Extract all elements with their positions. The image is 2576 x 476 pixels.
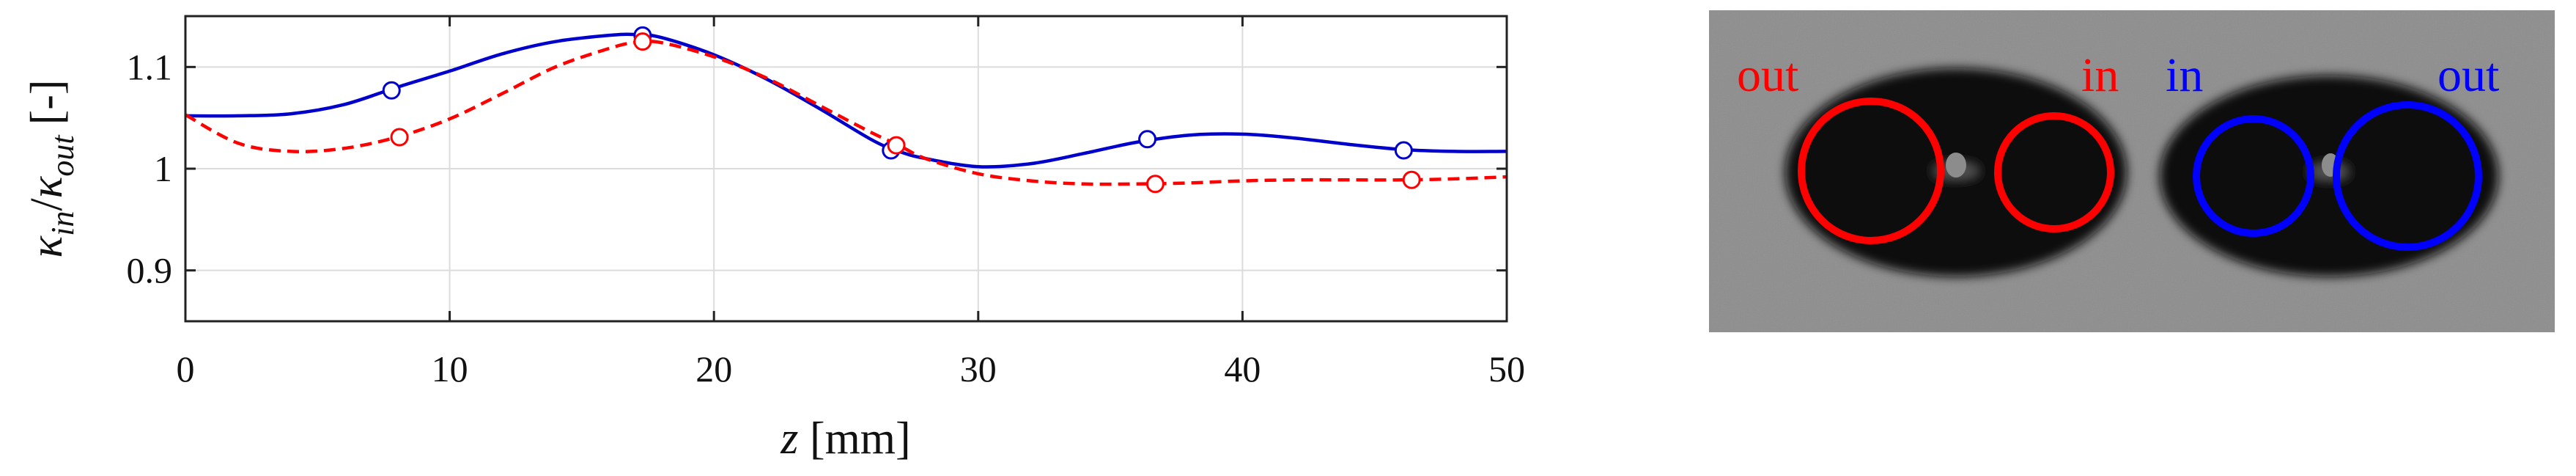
series-1-marker: [1145, 175, 1165, 194]
y-label-slash: /: [22, 198, 72, 211]
blue-out-label: out: [2437, 48, 2499, 102]
series-1-marker: [633, 32, 652, 51]
blue-in-circle: [2193, 115, 2314, 237]
tick-labels: 0 10 20 30 40 50 0.9 1 1.1: [127, 46, 1526, 389]
x-tick-label: 20: [695, 348, 732, 389]
x-tick-label: 30: [960, 348, 997, 389]
grid: [185, 16, 1507, 321]
image-panel: out in in out: [1709, 10, 2555, 332]
y-label-sub-in: in: [45, 211, 81, 236]
left-center-spot: [1946, 153, 1966, 177]
series-0-marker: [1394, 141, 1413, 160]
x-tick-label: 50: [1488, 348, 1525, 389]
red-in-label: in: [2081, 48, 2119, 102]
x-tick-label: 10: [432, 348, 468, 389]
x-tick-label: 0: [177, 348, 195, 389]
series-0-marker: [1138, 130, 1157, 149]
series-1-marker: [887, 136, 906, 155]
y-label-unit: [-]: [22, 79, 72, 125]
y-tick-label: 1.1: [127, 46, 173, 87]
y-tick-label: 0.9: [127, 250, 173, 291]
y-label-sub-out: out: [45, 134, 81, 177]
series-layer: [184, 26, 1507, 194]
x-axis-label-unit: [mm]: [810, 414, 911, 464]
series-1-line: [184, 40, 1507, 186]
red-out-label: out: [1737, 48, 1798, 102]
y-tick-label: 1: [154, 148, 172, 189]
red-in-circle: [1994, 112, 2114, 232]
blue-out-circle: [2333, 101, 2482, 251]
series-1-marker: [390, 128, 409, 147]
x-axis-label: z [mm]: [780, 414, 910, 464]
y-label-kappa-out: κ: [22, 175, 72, 198]
series-0-line: [185, 32, 1507, 169]
ticks: [184, 16, 1508, 321]
x-axis-label-var: z: [780, 414, 798, 464]
y-label-kappa-in: κ: [22, 235, 72, 258]
blue-in-label: in: [2166, 48, 2203, 102]
series-1-marker: [1402, 170, 1421, 189]
y-axis-label: κin/κout[-]: [22, 79, 81, 257]
red-out-circle: [1798, 98, 1944, 244]
series-0-marker: [382, 81, 401, 100]
svg-text:κin/κout[-]: κin/κout[-]: [22, 79, 81, 257]
x-tick-label: 40: [1224, 348, 1261, 389]
